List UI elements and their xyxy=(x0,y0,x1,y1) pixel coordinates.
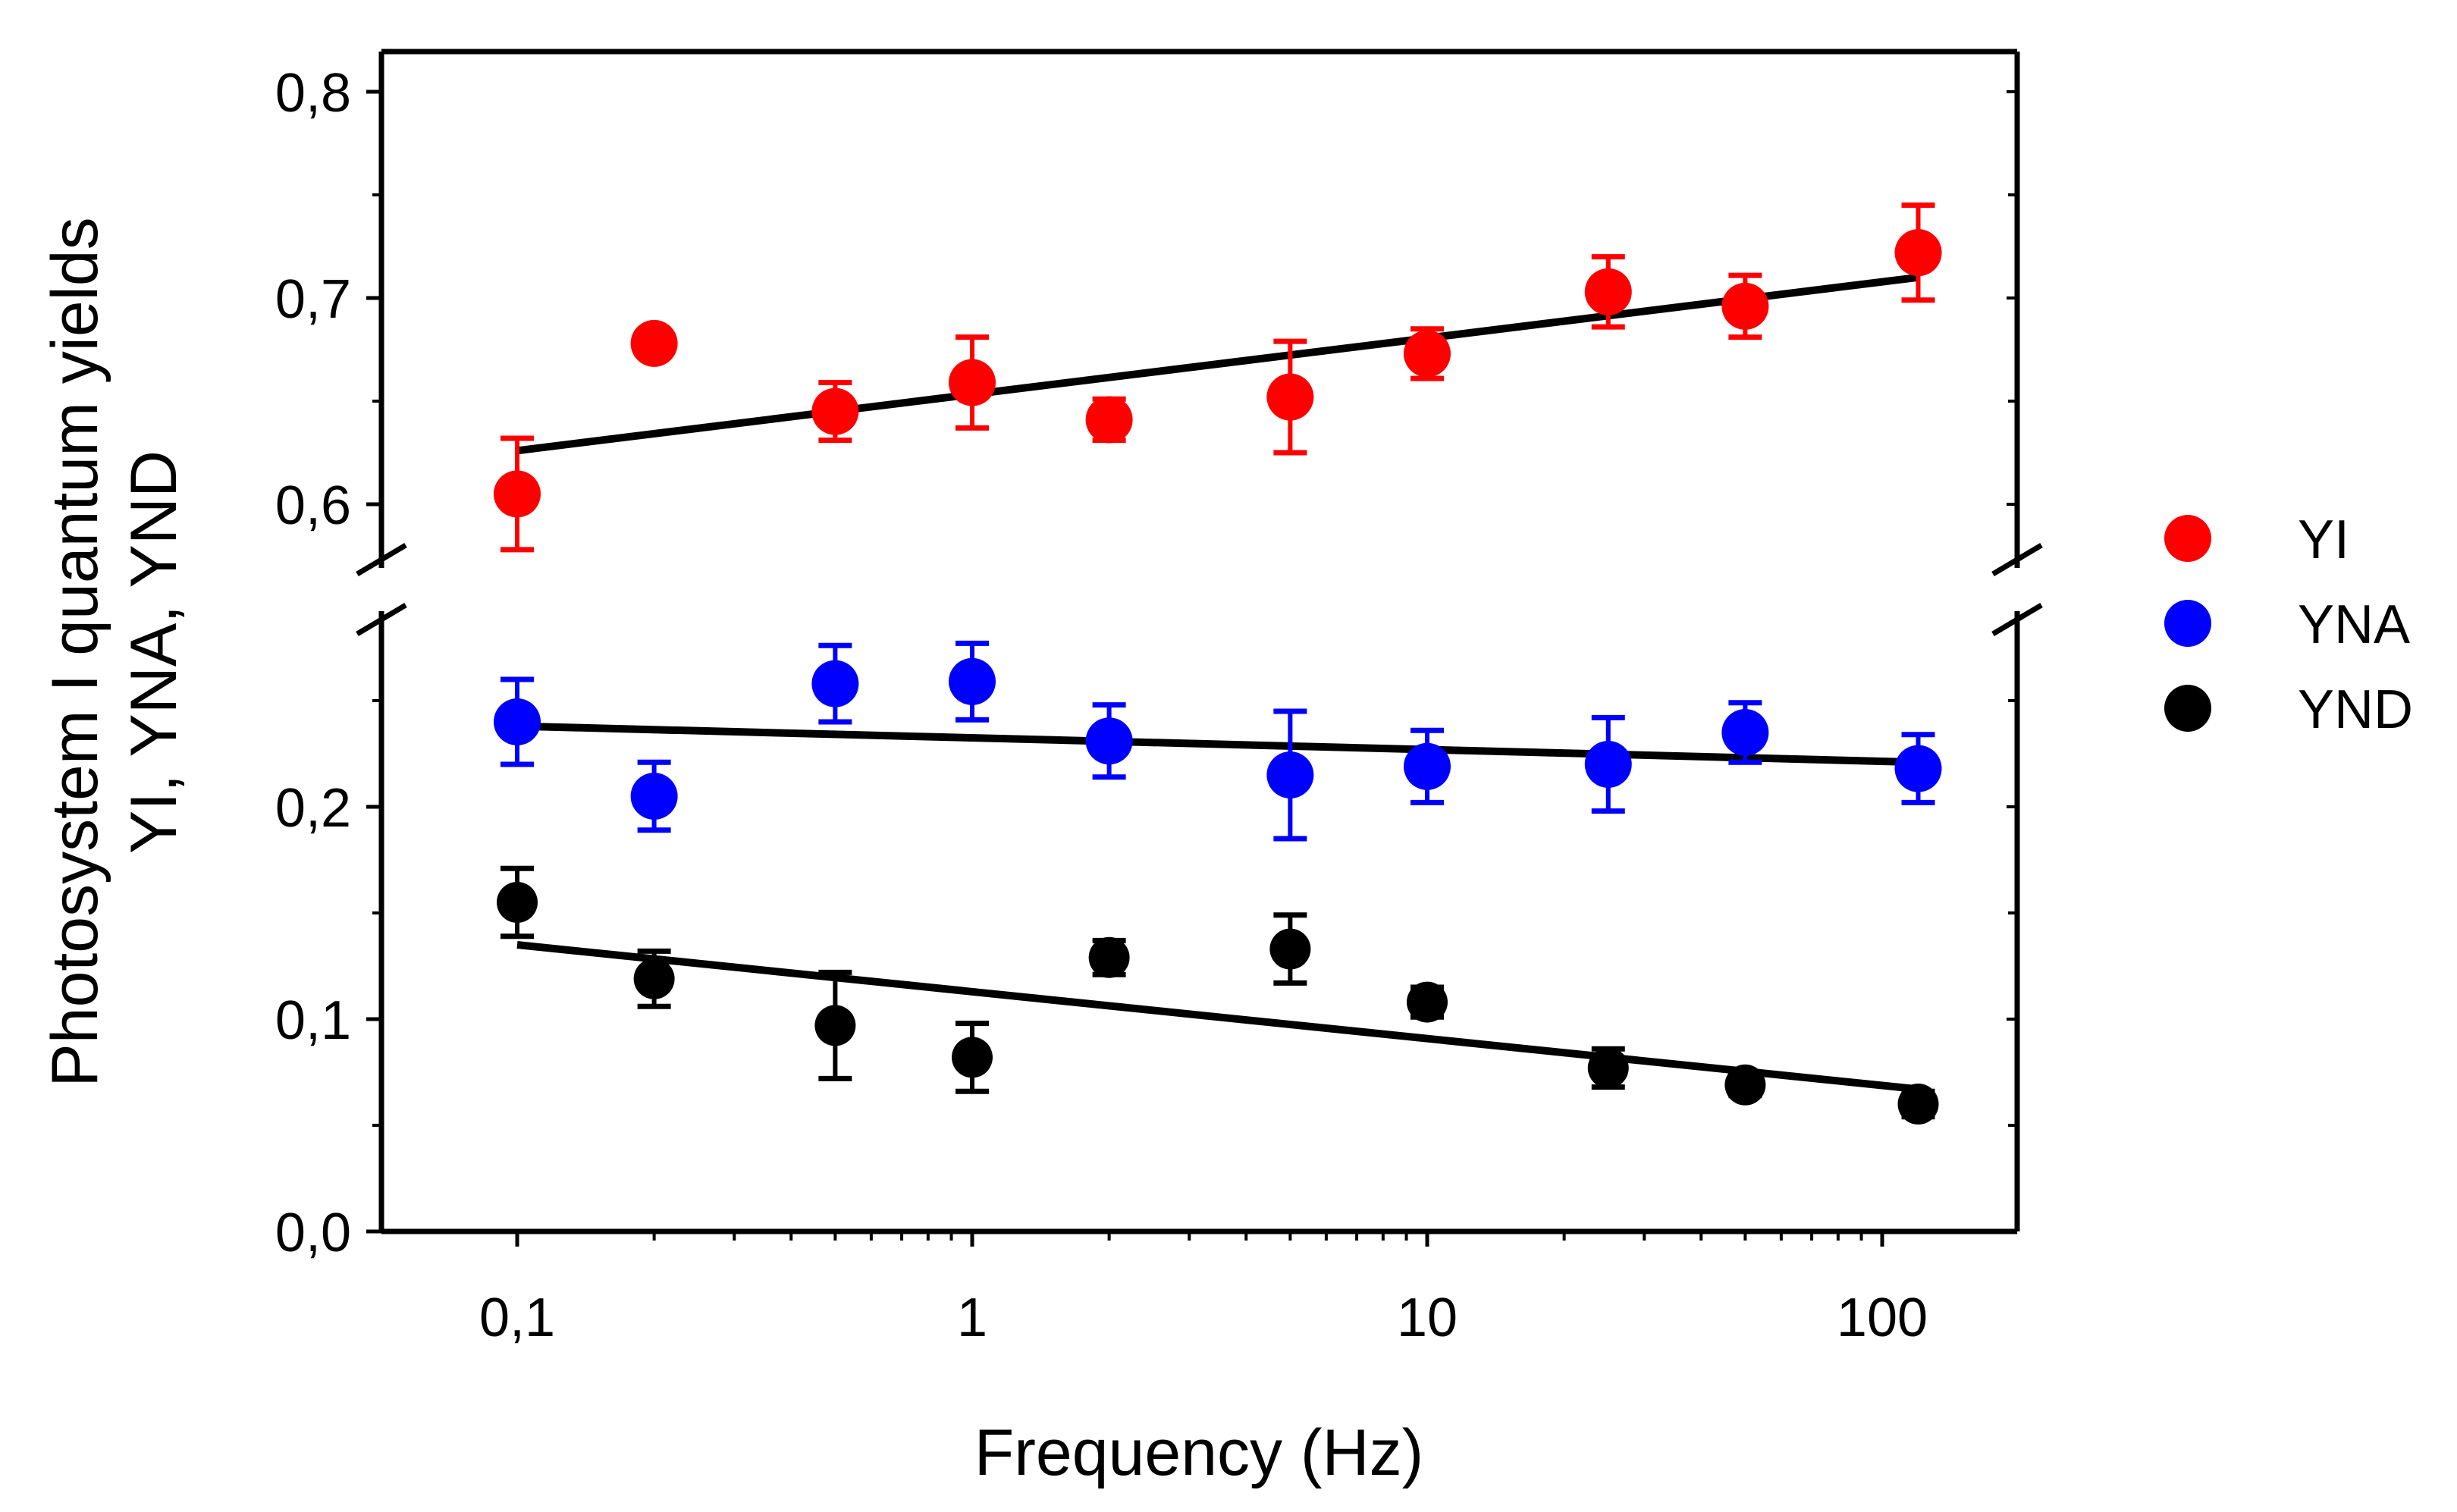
data-point-ynd xyxy=(497,882,538,923)
x-tick-label: 1 xyxy=(957,1288,987,1348)
data-point-ynd xyxy=(633,958,675,999)
x-tick-label: 10 xyxy=(1397,1288,1458,1348)
axes: 0,1 1 10 100 0,0 0,1 0,2 0,6 0,7 0,8 xyxy=(275,63,2017,1348)
axis-break-mark xyxy=(356,602,407,637)
x-tick-label: 0,1 xyxy=(479,1288,555,1348)
y-tick-label: 0,1 xyxy=(275,990,351,1051)
data-point-yi xyxy=(811,387,859,435)
data-point-ynd xyxy=(1407,981,1448,1023)
y-axis-label: Photosystem I quantum yieldsYI, YNA, YND xyxy=(39,217,190,1087)
legend-marker-yi xyxy=(2164,515,2211,562)
legend-label: YI xyxy=(2298,510,2349,570)
y-tick-label: 0,0 xyxy=(275,1203,351,1263)
data-point-yi xyxy=(1894,229,1942,277)
data-point-yi xyxy=(1404,330,1451,378)
data-point-yna xyxy=(1266,751,1314,798)
data-point-yi xyxy=(1584,268,1632,315)
y-tick-label: 0,6 xyxy=(275,475,351,536)
y-axis-label-line: YI, YNA, YND xyxy=(118,450,190,854)
legend-marker-ynd xyxy=(2164,685,2211,732)
data-point-ynd xyxy=(814,1005,856,1046)
data-point-yna xyxy=(811,660,859,707)
axis-break-mark xyxy=(1991,602,2043,637)
data-point-yna xyxy=(1894,745,1942,792)
y-tick-label: 0,2 xyxy=(275,778,351,839)
legend: YI YNA YND xyxy=(2164,510,2413,740)
y-axis-label-line: Photosystem I quantum yields xyxy=(39,217,111,1087)
data-point-yi xyxy=(1721,282,1769,330)
y-tick-label: 0,8 xyxy=(275,63,351,124)
data-point-ynd xyxy=(1724,1064,1766,1106)
axis-break-mark xyxy=(1991,542,2043,577)
fit-line-yna xyxy=(516,722,1919,767)
fit-line-ynd xyxy=(516,941,1919,1093)
data-point-ynd xyxy=(952,1037,993,1078)
axis-break-mark xyxy=(356,542,407,577)
data-point-ynd xyxy=(1088,936,1130,978)
data-point-yi xyxy=(949,359,996,406)
data-point-yi xyxy=(494,470,541,518)
data-point-yna xyxy=(494,698,541,745)
legend-label: YND xyxy=(2298,679,2413,740)
fit-line-yi xyxy=(516,273,1919,455)
data-point-yi xyxy=(1085,396,1133,444)
data-point-yna xyxy=(1721,709,1769,756)
x-tick-label: 100 xyxy=(1837,1288,1928,1348)
y-tick-label: 0,7 xyxy=(275,269,351,330)
data-point-ynd xyxy=(1587,1047,1629,1089)
data-point-yna xyxy=(630,773,678,820)
x-axis-label: Frequency (Hz) xyxy=(974,1416,1424,1489)
error-bars xyxy=(500,202,1935,1120)
plot-frame xyxy=(356,49,2043,1234)
fit-lines xyxy=(516,273,1919,1093)
data-point-yna xyxy=(1085,717,1133,765)
data-points xyxy=(494,229,1942,1125)
data-point-yna xyxy=(949,657,996,705)
data-point-yna xyxy=(1584,741,1632,788)
data-point-ynd xyxy=(1897,1084,1939,1125)
data-point-yna xyxy=(1404,742,1451,790)
data-point-ynd xyxy=(1269,928,1311,970)
data-point-yi xyxy=(630,319,678,367)
legend-marker-yna xyxy=(2164,600,2211,647)
data-point-yi xyxy=(1266,373,1314,421)
legend-label: YNA xyxy=(2298,594,2410,655)
